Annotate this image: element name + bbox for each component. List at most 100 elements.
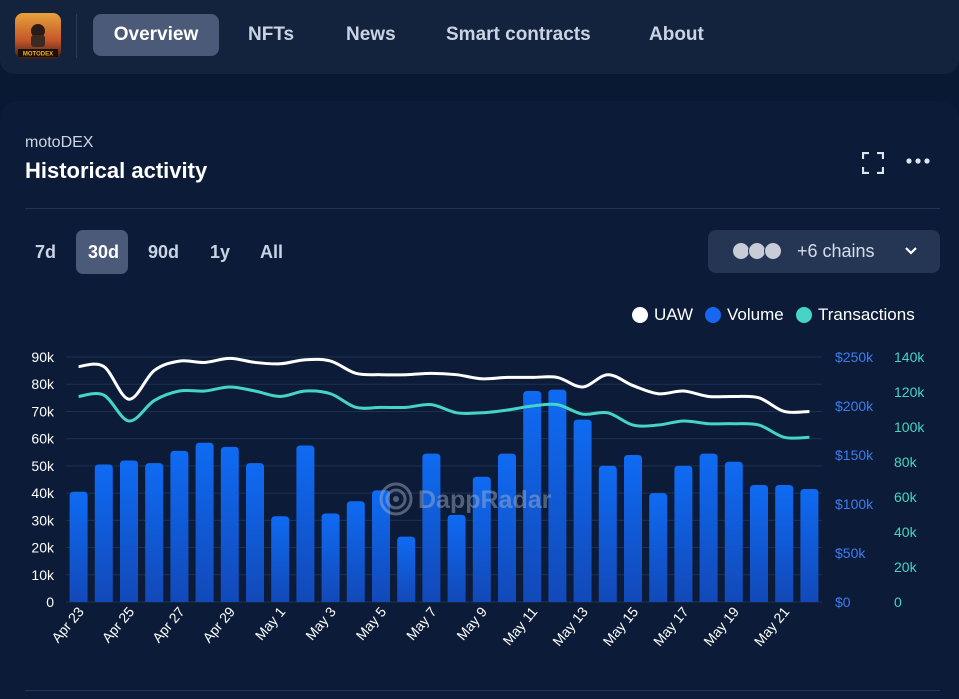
volume-bar[interactable]	[397, 536, 416, 602]
volume-bar[interactable]	[598, 465, 617, 602]
volume-bar[interactable]	[548, 389, 567, 602]
tab-nfts[interactable]: NFTs	[248, 24, 295, 45]
card-subtitle: motoDEX	[25, 134, 94, 151]
x-axis-tick-label: May 5	[353, 603, 390, 643]
transactions-axis-tick-label: 20k	[894, 559, 918, 575]
left-axis-tick-label: 90k	[31, 349, 55, 365]
transactions-axis-tick-label: 140k	[894, 349, 925, 365]
volume-bar[interactable]	[649, 493, 668, 602]
volume-bar[interactable]	[523, 391, 542, 602]
svg-text:DappRadar: DappRadar	[418, 486, 552, 514]
x-axis-tick-label: Apr 25	[99, 603, 138, 645]
left-axis-tick-label: 10k	[31, 567, 55, 583]
chains-dropdown[interactable]: +6 chains	[708, 230, 940, 273]
range-1y[interactable]: 1y	[210, 242, 231, 262]
card-title: Historical activity	[25, 158, 208, 183]
volume-bar[interactable]	[750, 484, 768, 602]
volume-bar[interactable]	[94, 464, 113, 602]
x-axis-tick-label: May 9	[453, 603, 490, 643]
x-axis-tick-label: May 17	[650, 603, 692, 649]
x-axis-tick-label: May 1	[252, 603, 289, 643]
motodex-logo[interactable]: MOTODEX	[15, 13, 61, 59]
uaw-line[interactable]	[78, 356, 810, 414]
x-axis-tick-label: May 21	[751, 603, 793, 649]
chains-label: +6 chains	[797, 241, 875, 261]
left-axis-tick-label: 50k	[31, 458, 55, 474]
left-axis-tick-label: 60k	[31, 431, 55, 447]
volume-bar[interactable]	[624, 455, 642, 602]
range-7d[interactable]: 7d	[35, 242, 57, 262]
volume-bar[interactable]	[195, 442, 214, 602]
volume-axis-tick-label: $150k	[835, 447, 874, 463]
x-axis-tick-label: May 3	[302, 603, 339, 643]
volume-bar[interactable]	[573, 419, 592, 602]
legend-label-volume: Volume	[727, 305, 784, 324]
volume-bar[interactable]	[271, 516, 290, 602]
nav-divider	[76, 14, 77, 58]
x-axis-tick-label: May 13	[549, 603, 591, 649]
transactions-axis-tick-label: 120k	[894, 384, 925, 400]
transactions-axis-tick-label: 100k	[894, 419, 925, 435]
volume-bar[interactable]	[699, 453, 718, 602]
left-axis-tick-label: 80k	[31, 376, 55, 392]
x-axis-tick-label: May 19	[700, 603, 742, 649]
tab-news[interactable]: News	[346, 24, 396, 45]
volume-bar[interactable]	[498, 453, 516, 602]
x-axis-tick-label: May 15	[600, 603, 642, 649]
volume-bar[interactable]	[145, 463, 164, 602]
volume-bar[interactable]	[321, 513, 340, 602]
svg-text:MOTODEX: MOTODEX	[23, 52, 53, 58]
transactions-axis-tick-label: 60k	[894, 489, 918, 505]
legend-label-uaw: UAW	[654, 305, 694, 324]
volume-bar[interactable]	[447, 514, 466, 602]
volume-bar[interactable]	[674, 465, 693, 602]
legend-dot-uaw	[632, 307, 648, 323]
range-90d[interactable]: 90d	[148, 242, 180, 262]
fullscreen-icon[interactable]	[861, 151, 885, 179]
volume-bar[interactable]	[775, 484, 794, 602]
range-30d[interactable]: 30d	[76, 230, 128, 274]
legend-dot-transactions	[796, 307, 812, 323]
left-axis-tick-label: 30k	[31, 512, 55, 528]
volume-axis-tick-label: $0	[835, 594, 851, 610]
transactions-axis-tick-label: 80k	[894, 454, 918, 470]
card-bottom-divider	[25, 690, 940, 691]
volume-bar[interactable]	[472, 476, 491, 602]
volume-bar[interactable]	[170, 450, 189, 602]
transactions-axis-tick-label: 0	[894, 594, 902, 610]
volume-axis-tick-label: $50k	[835, 545, 866, 561]
transactions-axis-tick-label: 40k	[894, 524, 918, 540]
dappradar-watermark: DappRadar	[379, 482, 552, 516]
tab-overview[interactable]: Overview	[93, 14, 219, 56]
x-axis-tick-label: May 11	[499, 603, 540, 648]
volume-axis-tick-label: $100k	[835, 496, 874, 512]
more-horizontal-icon[interactable]	[906, 154, 930, 173]
x-axis-tick-label: Apr 27	[149, 603, 188, 645]
chain-icon-3	[764, 242, 782, 260]
transactions-line[interactable]	[78, 385, 810, 440]
volume-bar[interactable]	[69, 491, 88, 602]
volume-bar[interactable]	[246, 463, 264, 602]
left-axis-tick-label: 20k	[31, 540, 55, 556]
left-axis-tick-label: 0	[46, 594, 54, 610]
volume-bar[interactable]	[372, 490, 390, 602]
volume-bar[interactable]	[800, 489, 819, 602]
top-nav: MOTODEX Overview NFTs News Smart contrac…	[0, 0, 959, 74]
x-axis-tick-label: May 7	[403, 603, 440, 643]
volume-bar[interactable]	[724, 461, 743, 602]
left-axis-tick-label: 70k	[31, 403, 55, 419]
volume-bar[interactable]	[220, 446, 239, 602]
volume-bar[interactable]	[422, 453, 441, 602]
range-all[interactable]: All	[260, 242, 284, 262]
legend-label-transactions: Transactions	[818, 305, 915, 324]
volume-bar[interactable]	[346, 501, 365, 602]
volume-bar[interactable]	[296, 445, 315, 602]
x-axis-tick-label: Apr 29	[199, 603, 238, 645]
volume-axis-tick-label: $200k	[835, 398, 874, 414]
left-axis-tick-label: 40k	[31, 485, 55, 501]
tab-about[interactable]: About	[649, 24, 704, 45]
legend-dot-volume	[705, 307, 721, 323]
tab-smart-contracts[interactable]: Smart contracts	[446, 24, 591, 45]
volume-bar[interactable]	[120, 460, 138, 602]
